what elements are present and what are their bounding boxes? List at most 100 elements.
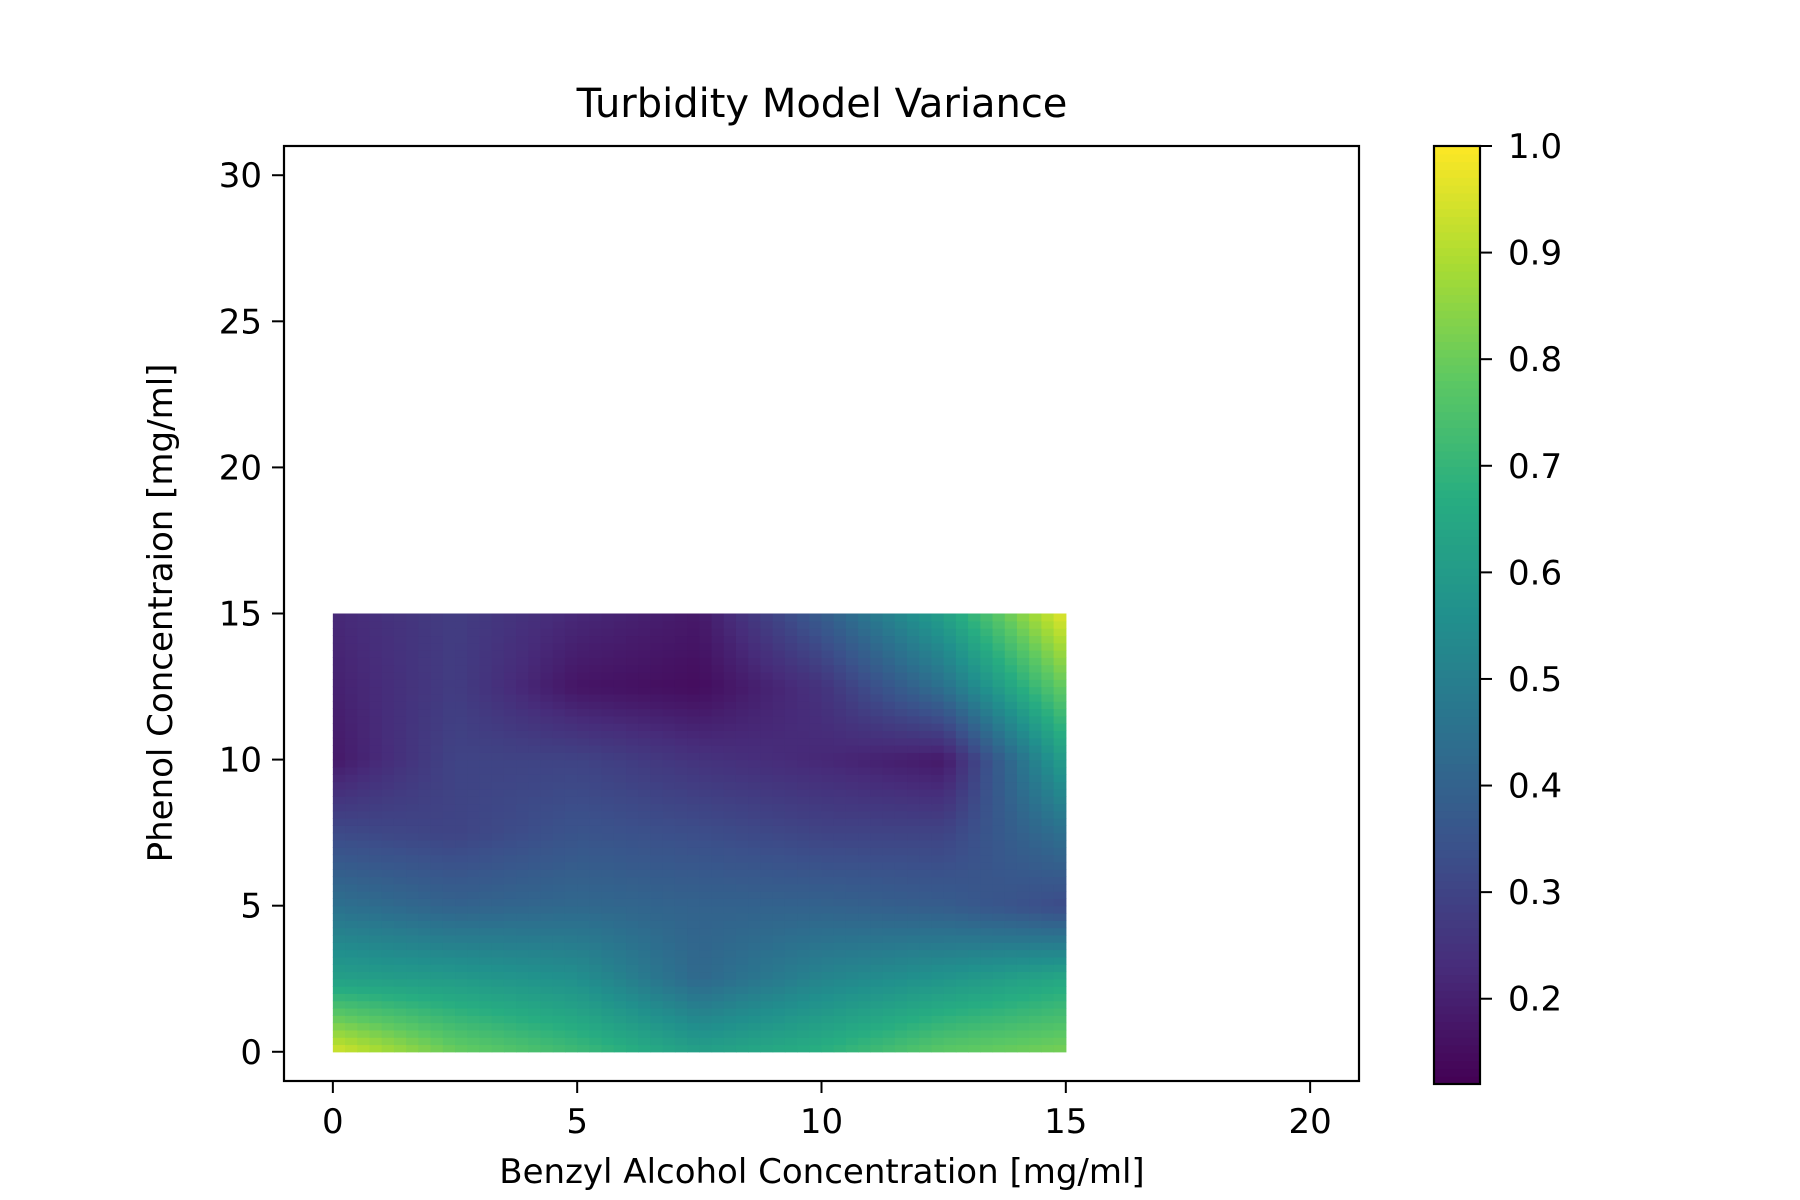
heatmap-cell xyxy=(919,620,933,629)
heatmap-cell xyxy=(858,978,871,987)
heatmap-cell xyxy=(955,1000,969,1009)
heatmap-cell xyxy=(931,825,945,834)
heatmap-cell xyxy=(760,905,774,914)
heatmap-cell xyxy=(393,920,407,929)
heatmap-cell xyxy=(858,934,871,943)
heatmap-cell xyxy=(809,854,823,863)
heatmap-cell xyxy=(369,781,383,790)
heatmap-cell xyxy=(980,788,994,797)
heatmap-cell xyxy=(882,613,896,622)
heatmap-cell xyxy=(1004,759,1018,768)
heatmap-cell xyxy=(564,861,578,870)
heatmap-cell xyxy=(1029,978,1042,987)
heatmap-cell xyxy=(809,1037,823,1046)
heatmap-cell xyxy=(894,679,908,688)
heatmap-cell xyxy=(955,628,969,637)
heatmap-cell xyxy=(430,664,444,673)
heatmap-cell xyxy=(845,869,859,878)
heatmap-cell xyxy=(821,679,835,688)
heatmap-cell xyxy=(1053,949,1067,958)
heatmap-cell xyxy=(748,927,762,936)
heatmap-cell xyxy=(467,744,481,753)
heatmap-cell xyxy=(1004,898,1018,907)
heatmap-cell xyxy=(845,752,859,761)
heatmap-cell xyxy=(943,796,957,805)
heatmap-cell xyxy=(870,744,884,753)
colorbar-segment xyxy=(1434,794,1480,804)
heatmap-cell xyxy=(674,993,688,1002)
colorbar-frame xyxy=(1432,144,1482,1086)
heatmap-cell xyxy=(638,686,652,695)
heatmap-cell xyxy=(589,898,603,907)
heatmap-cell xyxy=(748,1037,762,1046)
heatmap-cell xyxy=(381,839,395,848)
heatmap-cell xyxy=(955,949,969,958)
heatmap-cell xyxy=(797,774,810,783)
heatmap-cell xyxy=(577,978,590,987)
heatmap-cell xyxy=(894,620,908,629)
heatmap-cell xyxy=(784,715,798,724)
heatmap-cell xyxy=(613,686,627,695)
heatmap-cell xyxy=(809,803,823,812)
heatmap-cell xyxy=(662,730,676,739)
heatmap-cell xyxy=(479,993,493,1002)
heatmap-cell xyxy=(858,788,871,797)
colorbar-segment xyxy=(1434,263,1480,272)
heatmap-cell xyxy=(455,986,468,994)
heatmap-cell xyxy=(699,986,713,994)
heatmap-cell xyxy=(406,613,419,622)
heatmap-cell xyxy=(540,1029,554,1038)
heatmap-cell xyxy=(735,818,749,826)
heatmap-cell xyxy=(1053,986,1067,994)
heatmap-cell xyxy=(381,956,395,965)
heatmap-cell xyxy=(1041,1007,1055,1016)
heatmap-cell xyxy=(882,869,896,878)
heatmap-cell xyxy=(1041,883,1055,892)
heatmap-cell xyxy=(345,715,358,724)
heatmap-cell xyxy=(907,671,920,680)
heatmap-cell xyxy=(955,664,969,673)
heatmap-cell xyxy=(992,803,1006,812)
heatmap-cell xyxy=(393,679,407,688)
heatmap-cell xyxy=(1041,744,1055,753)
heatmap-cell xyxy=(442,905,456,914)
heatmap-cell xyxy=(809,978,823,987)
heatmap-cell xyxy=(369,920,383,929)
heatmap-cell xyxy=(650,803,664,812)
heatmap-cell xyxy=(638,825,652,834)
heatmap-cell xyxy=(943,825,957,834)
heatmap-cell xyxy=(638,971,652,980)
heatmap-cell xyxy=(491,986,505,994)
heatmap-cell xyxy=(613,883,627,892)
heatmap-cell xyxy=(748,905,762,914)
heatmap-cell xyxy=(980,693,994,702)
heatmap-cell xyxy=(418,664,432,673)
heatmap-cell xyxy=(1016,613,1030,622)
heatmap-cell xyxy=(418,1022,432,1031)
heatmap-cell xyxy=(687,912,700,921)
heatmap-cell xyxy=(650,1007,664,1016)
heatmap-cell xyxy=(882,891,896,899)
heatmap-cell xyxy=(1053,1044,1067,1053)
heatmap-cell xyxy=(1016,693,1030,702)
heatmap-cell xyxy=(919,642,933,651)
heatmap-cell xyxy=(980,891,994,899)
heatmap-cell xyxy=(369,986,383,994)
heatmap-cell xyxy=(601,737,615,746)
heatmap-cell xyxy=(821,664,835,673)
heatmap-cell xyxy=(369,620,383,629)
heatmap-cell xyxy=(870,679,884,688)
heatmap-cell xyxy=(589,744,603,753)
heatmap-cell xyxy=(406,927,419,936)
heatmap-cell xyxy=(418,810,432,819)
heatmap-cell xyxy=(687,1029,700,1038)
heatmap-cell xyxy=(455,803,468,812)
heatmap-cell xyxy=(1041,964,1055,973)
heatmap-cell xyxy=(430,671,444,680)
heatmap-cell xyxy=(870,671,884,680)
heatmap-cell xyxy=(577,686,590,695)
heatmap-cell xyxy=(650,971,664,980)
heatmap-cell xyxy=(626,628,639,637)
colorbar-segment xyxy=(1434,1060,1480,1069)
heatmap-cell xyxy=(516,949,529,958)
